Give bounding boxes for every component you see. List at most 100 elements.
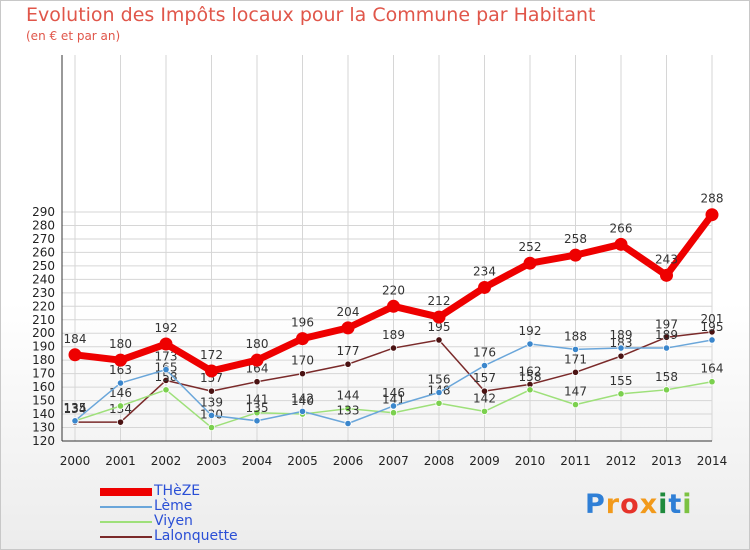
point-leme-2009 bbox=[480, 361, 489, 370]
data-label-theze-2010: 252 bbox=[519, 240, 542, 254]
point-viyen-2010 bbox=[526, 386, 534, 394]
x-tick-label-2013: 2013 bbox=[651, 454, 682, 468]
data-label-viyen-2002: 158 bbox=[155, 370, 178, 384]
point-theze-2006 bbox=[341, 321, 355, 335]
data-label-lalonquette-2013: 197 bbox=[655, 317, 678, 331]
point-lalonquette-2013 bbox=[662, 333, 671, 341]
logo-letter: o bbox=[620, 489, 640, 520]
point-leme-2001 bbox=[116, 379, 125, 387]
data-label-leme-2005: 142 bbox=[291, 391, 314, 405]
point-lalonquette-2014 bbox=[708, 328, 716, 336]
logo-letter: r bbox=[605, 489, 621, 520]
point-viyen-2011 bbox=[571, 401, 580, 409]
point-theze-2000 bbox=[68, 348, 82, 362]
data-label-viyen-2012: 155 bbox=[610, 374, 633, 388]
data-label-lalonquette-2007: 189 bbox=[382, 328, 405, 342]
data-label-lalonquette-2003: 157 bbox=[200, 371, 223, 385]
data-label-leme-2012: 189 bbox=[610, 328, 633, 342]
point-viyen-2006 bbox=[344, 405, 352, 413]
data-label-theze-2000: 184 bbox=[64, 332, 87, 346]
point-leme-2004 bbox=[253, 417, 261, 425]
y-tick-label-120: 120 bbox=[32, 434, 55, 448]
point-leme-2013 bbox=[662, 344, 671, 352]
y-tick-label-170: 170 bbox=[32, 367, 55, 381]
data-label-viyen-2005: 140 bbox=[291, 394, 314, 408]
data-label-theze-2002: 192 bbox=[155, 321, 178, 335]
y-tick-label-200: 200 bbox=[32, 326, 55, 340]
point-leme-2003 bbox=[207, 411, 216, 420]
point-viyen-2001 bbox=[116, 402, 125, 410]
point-lalonquette-2011 bbox=[571, 368, 580, 376]
logo-letter: i bbox=[658, 489, 669, 520]
x-tick-label-2003: 2003 bbox=[196, 454, 227, 468]
point-lalonquette-2008 bbox=[435, 336, 443, 344]
y-tick-label-160: 160 bbox=[32, 380, 55, 394]
legend-swatch-leme bbox=[100, 506, 152, 508]
data-label-leme-2002: 173 bbox=[155, 350, 178, 364]
x-tick-label-2006: 2006 bbox=[333, 454, 364, 468]
data-label-viyen-2006: 144 bbox=[337, 389, 360, 403]
data-label-theze-2006: 204 bbox=[337, 305, 360, 319]
chart-title: Evolution des Impôts locaux pour la Comm… bbox=[26, 4, 596, 26]
point-lalonquette-2002 bbox=[162, 376, 170, 384]
point-leme-2000 bbox=[71, 417, 79, 425]
point-leme-2006 bbox=[344, 419, 352, 428]
point-theze-2011 bbox=[569, 248, 582, 262]
data-label-theze-2007: 220 bbox=[382, 283, 405, 297]
data-label-lalonquette-2010: 162 bbox=[519, 364, 542, 378]
point-viyen-2002 bbox=[162, 386, 170, 394]
y-tick-label-290: 290 bbox=[32, 205, 55, 219]
point-leme-2011 bbox=[571, 345, 580, 354]
data-label-leme-2008: 156 bbox=[428, 373, 451, 387]
data-label-theze-2004: 180 bbox=[246, 337, 269, 351]
data-label-lalonquette-2014: 201 bbox=[701, 312, 724, 326]
x-tick-label-2012: 2012 bbox=[606, 454, 637, 468]
x-tick-label-2002: 2002 bbox=[151, 454, 182, 468]
point-theze-2012 bbox=[614, 237, 628, 251]
data-label-lalonquette-2005: 170 bbox=[291, 354, 314, 368]
y-tick-label-180: 180 bbox=[32, 353, 55, 367]
y-tick-label-260: 260 bbox=[32, 245, 55, 259]
data-label-leme-2007: 146 bbox=[382, 386, 405, 400]
data-label-lalonquette-2009: 157 bbox=[473, 371, 496, 385]
x-tick-label-2009: 2009 bbox=[469, 454, 500, 468]
data-label-leme-2004: 135 bbox=[246, 401, 269, 415]
point-leme-2014 bbox=[708, 336, 716, 344]
legend-swatch-viyen bbox=[100, 521, 152, 523]
y-tick-label-230: 230 bbox=[32, 286, 55, 300]
point-leme-2008 bbox=[435, 388, 443, 397]
data-label-viyen-2004: 141 bbox=[246, 393, 269, 407]
data-label-leme-2003: 139 bbox=[200, 395, 223, 409]
x-tick-label-2004: 2004 bbox=[242, 454, 273, 468]
data-label-theze-2001: 180 bbox=[109, 337, 132, 351]
data-label-lalonquette-2006: 177 bbox=[337, 344, 360, 358]
point-viyen-2007 bbox=[389, 409, 398, 417]
legend-label-lalonquette: Lalonquette bbox=[154, 528, 238, 544]
y-tick-label-270: 270 bbox=[32, 232, 55, 246]
data-label-lalonquette-2004: 164 bbox=[246, 362, 269, 376]
data-label-lalonquette-2012: 183 bbox=[610, 336, 633, 350]
point-viyen-2009 bbox=[480, 407, 489, 415]
data-label-theze-2008: 212 bbox=[428, 294, 451, 308]
point-lalonquette-2012 bbox=[617, 352, 625, 360]
data-label-viyen-2011: 147 bbox=[564, 385, 587, 399]
data-label-viyen-2014: 164 bbox=[701, 362, 724, 376]
point-viyen-2012 bbox=[617, 390, 625, 398]
point-viyen-2004 bbox=[253, 409, 261, 417]
point-theze-2007 bbox=[387, 299, 400, 313]
point-lalonquette-2003 bbox=[207, 387, 216, 395]
legend-swatch-lalonquette bbox=[100, 536, 152, 538]
y-tick-label-210: 210 bbox=[32, 313, 55, 327]
point-leme-2010 bbox=[526, 340, 534, 348]
data-label-viyen-2009: 142 bbox=[473, 391, 496, 405]
point-theze-2005 bbox=[296, 332, 309, 346]
y-tick-label-250: 250 bbox=[32, 259, 55, 273]
data-label-viyen-2000: 135 bbox=[64, 401, 87, 415]
data-label-lalonquette-2000: 134 bbox=[64, 402, 87, 416]
data-label-leme-2009: 176 bbox=[473, 346, 496, 360]
logo-letter: P bbox=[585, 489, 606, 520]
point-lalonquette-2001 bbox=[116, 418, 125, 426]
y-tick-label-150: 150 bbox=[32, 394, 55, 408]
